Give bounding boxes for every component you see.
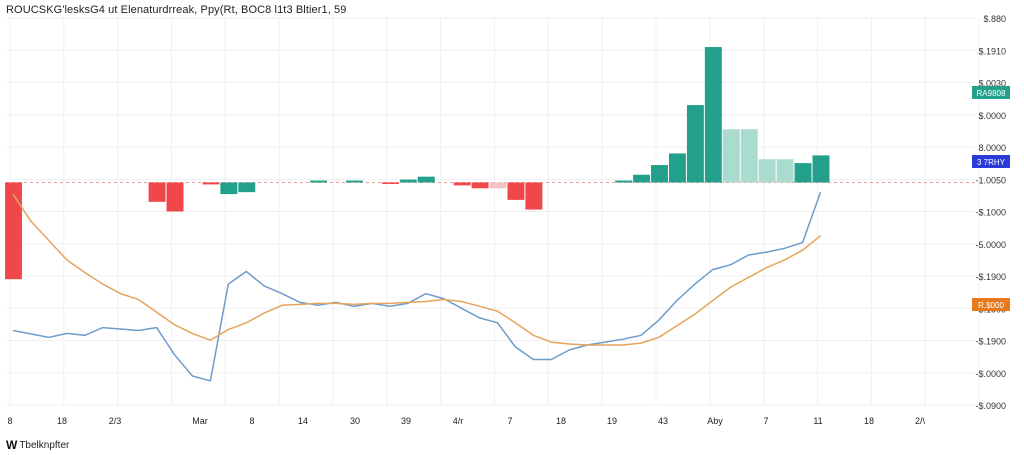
y-tick-label: -$.0000 <box>975 369 1006 379</box>
x-tick-label: 4/r <box>453 416 464 426</box>
y-tick-label: -$.0900 <box>975 401 1006 411</box>
slow-line <box>12 193 821 346</box>
x-tick-label: 8 <box>7 416 12 426</box>
x-tick-label: 11 <box>813 416 822 426</box>
histogram-bar <box>686 105 704 183</box>
histogram-bar <box>633 174 651 183</box>
x-tick-label: 39 <box>401 416 411 426</box>
x-tick-label: 7 <box>763 416 768 426</box>
x-tick-label: Mar <box>192 416 208 426</box>
histogram-bar <box>238 182 256 193</box>
x-tick-label: 43 <box>658 416 668 426</box>
price-badge <box>972 86 1010 99</box>
y-tick-label: $.0030 <box>978 79 1006 89</box>
y-tick-label: -1.0050 <box>975 175 1006 185</box>
y-tick-label: -$.1000 <box>975 208 1006 218</box>
x-tick-label: Aby <box>707 416 723 426</box>
histogram-bar <box>776 159 794 183</box>
price-badge-label: RA9808 <box>977 89 1006 98</box>
histogram-bar <box>310 180 328 183</box>
histogram-bar <box>471 182 489 189</box>
histogram-bar <box>668 153 686 183</box>
price-badges: RA9808 3 7RHY R.$000 <box>972 86 1010 311</box>
price-badge <box>972 298 1010 311</box>
histogram-bar <box>202 182 220 185</box>
signal-lines <box>12 191 822 382</box>
histogram-bars <box>5 47 830 280</box>
histogram-bar <box>399 179 417 183</box>
x-tick-label: 7 <box>507 416 512 426</box>
brand-logo[interactable]: W Tbelknpfter <box>6 438 69 452</box>
x-tick-label: 2/\ <box>915 416 926 426</box>
price-badge <box>972 155 1010 168</box>
x-tick-label: 14 <box>298 416 308 426</box>
x-tick-label: 2/3 <box>109 416 122 426</box>
histogram-bar <box>489 182 507 189</box>
x-tick-label: 18 <box>57 416 67 426</box>
chart-grid <box>6 17 980 406</box>
histogram-bar <box>525 182 543 210</box>
y-tick-label: $.0000 <box>978 111 1006 121</box>
histogram-bar <box>381 182 399 184</box>
histogram-bar <box>453 182 471 186</box>
histogram-bar <box>812 155 830 183</box>
price-badge-label: R.$000 <box>978 301 1004 310</box>
brand-name: Tbelknpfter <box>19 439 70 451</box>
histogram-bar <box>651 165 668 183</box>
y-tick-label: 8.0000 <box>978 143 1006 153</box>
histogram-bar <box>615 180 633 183</box>
tradingview-logo-icon: W <box>6 438 18 452</box>
y-tick-label: -$.1900 <box>975 272 1006 282</box>
y-tick-label: -5.0000 <box>975 240 1006 250</box>
chart-title: ROUCSKG'lesksG4 ut Elenaturdrreak, Ppy(R… <box>6 4 347 16</box>
x-tick-label: 8 <box>249 416 254 426</box>
histogram-bar <box>758 159 776 183</box>
histogram-bar <box>722 129 740 183</box>
fast-line <box>12 191 822 382</box>
histogram-bar <box>417 176 435 183</box>
histogram-bar <box>794 163 812 183</box>
x-tick-label: 18 <box>864 416 874 426</box>
histogram-bar <box>740 129 758 183</box>
histogram-bar <box>5 182 22 280</box>
histogram-bar <box>148 182 166 202</box>
y-tick-label: $.1910 <box>978 46 1006 56</box>
price-badge-label: 3 7RHY <box>977 158 1006 167</box>
x-tick-label: 18 <box>556 416 566 426</box>
histogram-bar <box>704 47 722 183</box>
y-tick-label: -$.1900 <box>975 337 1006 347</box>
x-axis: 8 18 2/3 Mar 8 14 30 39 4/r 7 18 19 43 Aby 7 11 18 2/\ <box>7 416 925 426</box>
y-tick-label: $.880 <box>983 14 1006 24</box>
x-tick-label: 19 <box>607 416 617 426</box>
histogram-bar <box>220 182 238 195</box>
histogram-bar <box>507 182 525 200</box>
histogram-bar <box>166 182 184 212</box>
histogram-bar <box>345 180 363 183</box>
x-tick-label: 30 <box>350 416 360 426</box>
y-axis: $.880 $.1910 $.0030 $.0000 8.0000 -1.0050 -$.1… <box>975 14 1006 411</box>
